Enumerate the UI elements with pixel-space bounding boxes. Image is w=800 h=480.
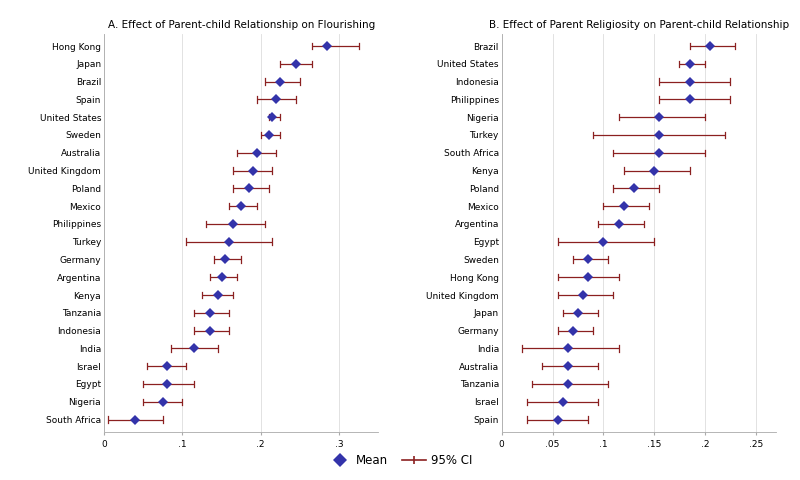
Title: A. Effect of Parent-child Relationship on Flourishing: A. Effect of Parent-child Relationship o… xyxy=(107,20,374,30)
Title: B. Effect of Parent Religiosity on Parent-child Relationship: B. Effect of Parent Religiosity on Paren… xyxy=(489,20,789,30)
Legend: Mean, 95% CI: Mean, 95% CI xyxy=(323,449,477,472)
